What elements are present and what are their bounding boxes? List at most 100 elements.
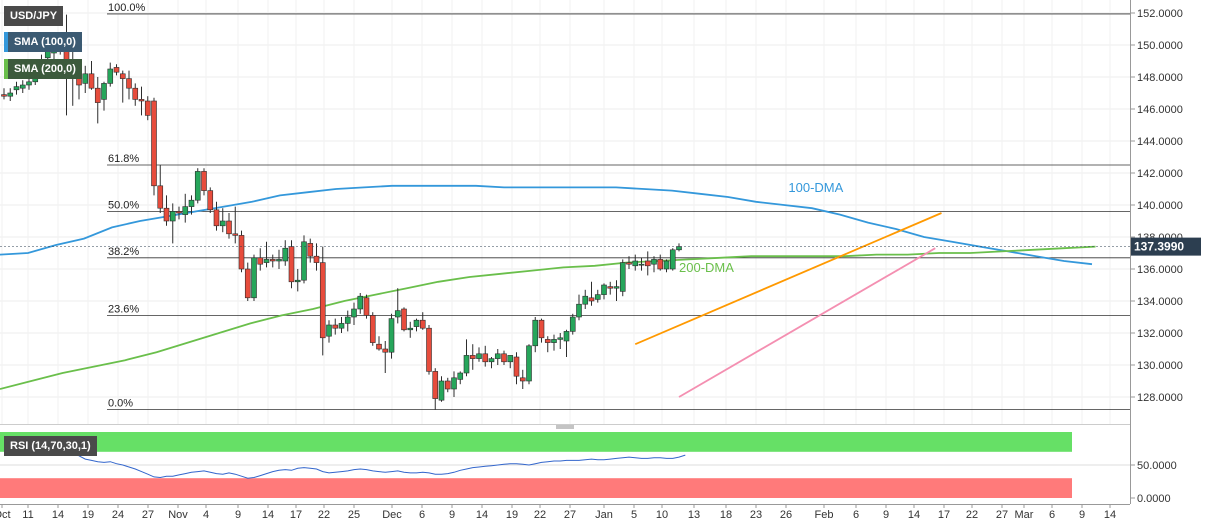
candle-body <box>388 318 395 353</box>
candle-body <box>676 246 682 251</box>
price-tick-label: 132.0000 <box>1137 328 1183 340</box>
candle-body <box>494 353 501 359</box>
candle-body <box>201 171 207 191</box>
price-grid <box>0 0 1130 424</box>
time-tick-label: 9 <box>1079 509 1085 521</box>
rsi-tick-label: 0.0000 <box>1137 493 1171 505</box>
candle-body <box>26 81 32 86</box>
candle-body <box>132 87 139 100</box>
candle-body <box>276 259 282 262</box>
time-tick-label: Oct <box>0 509 11 521</box>
candle-body <box>432 371 439 399</box>
candle-body <box>294 279 301 283</box>
time-tick-label: 17 <box>938 509 950 521</box>
candle-body <box>13 86 20 91</box>
candle-body <box>344 316 351 324</box>
legend-symbol-label: USD/JPY <box>10 10 58 22</box>
candle-body <box>94 87 101 103</box>
price-axis[interactable]: 152.0000 150.0000 148.0000 146.0000 144.0000… <box>0 8 1201 404</box>
candle-body <box>619 262 626 292</box>
candle-body <box>507 355 514 363</box>
ma-annotation: 100-DMA <box>788 180 843 195</box>
candle-body <box>401 308 407 331</box>
fib-level-label: 61.8% <box>108 153 139 165</box>
candle-body <box>669 249 676 270</box>
candle-body <box>232 233 239 236</box>
candle-body <box>301 241 307 281</box>
time-tick-label: Dec <box>382 509 402 521</box>
time-tick-label: 24 <box>112 509 124 521</box>
legend-sma100[interactable]: SMA (100,0) <box>4 32 82 52</box>
candle-body <box>588 297 595 302</box>
candle-body <box>663 260 670 270</box>
price-panel-bg <box>0 0 1130 424</box>
price-tick-label: 142.0000 <box>1137 168 1183 180</box>
candle-body <box>101 83 107 100</box>
time-tick-label: 27 <box>564 509 576 521</box>
candle-body <box>219 220 226 227</box>
candle-body <box>482 353 489 363</box>
panel-resize-handle[interactable] <box>556 425 574 429</box>
candle-body <box>257 257 264 265</box>
sma200-line <box>0 245 1096 390</box>
candle-body <box>557 337 564 340</box>
candle-body <box>382 348 389 353</box>
candle-body <box>269 259 276 262</box>
candle-body <box>338 323 345 329</box>
fib-level-label: 0.0% <box>108 397 133 409</box>
candle-body <box>594 294 601 300</box>
candle-body <box>213 209 220 227</box>
price-tick-label: 152.0000 <box>1137 8 1183 20</box>
candle-body <box>538 319 545 339</box>
candle-body <box>238 235 245 270</box>
legend-rsi-label: RSI (14,70,30,1) <box>10 440 91 452</box>
time-tick-label: 14 <box>262 509 274 521</box>
candle-body <box>463 355 470 374</box>
price-tick-label: 136.0000 <box>1137 264 1183 276</box>
legend-rsi[interactable]: RSI (14,70,30,1) <box>4 436 97 456</box>
candle-body <box>544 339 551 343</box>
fib-level-label: 50.0% <box>108 199 139 211</box>
candle-body <box>126 78 132 89</box>
price-tick-label: 130.0000 <box>1137 360 1183 372</box>
candle-body <box>451 377 457 390</box>
legend-sma200[interactable]: SMA (200,0) <box>4 59 82 79</box>
time-tick-label: 26 <box>780 509 792 521</box>
candle-body <box>582 295 589 305</box>
candle-body <box>426 327 432 372</box>
time-tick-label: 13 <box>688 509 700 521</box>
candles <box>1 14 682 410</box>
candle-body <box>626 262 632 265</box>
time-tick-label: Nov <box>168 509 188 521</box>
candle-body <box>357 295 364 310</box>
candle-body <box>282 247 289 262</box>
time-tick-label: 14 <box>52 509 64 521</box>
candle-body <box>226 220 232 235</box>
trendlines <box>634 212 942 398</box>
candle-body <box>326 324 332 337</box>
candle-body <box>194 171 201 201</box>
legend-symbol[interactable]: USD/JPY <box>4 6 64 26</box>
time-axis[interactable]: Oct 11 14 19 24 27 Nov 4 9 14 17 22 25 Dec 6 9 14 19 22 27 J… <box>0 504 1130 521</box>
candle-body <box>107 68 114 84</box>
time-tick-label: 22 <box>318 509 330 521</box>
legend-sma100-label: SMA (100,0) <box>14 36 76 48</box>
candle-body <box>551 339 557 343</box>
candle-body <box>376 343 382 350</box>
last-price-tag <box>1131 237 1201 256</box>
candle-body <box>438 380 445 401</box>
candle-body <box>332 324 339 329</box>
candle-body <box>363 297 370 316</box>
rsi-oversold-zone <box>0 478 1072 498</box>
candle-body <box>394 310 401 318</box>
candle-body <box>88 73 95 89</box>
annotations: 100-DMA 200-DMA <box>679 180 844 275</box>
candle-body <box>19 84 26 89</box>
time-tick-label: 25 <box>348 509 360 521</box>
rsi-panel: 50.0000 0.0000 <box>0 432 1177 505</box>
candle-body <box>7 92 14 97</box>
candle-body <box>188 199 195 207</box>
candle-body <box>113 67 120 73</box>
candle-body <box>138 99 145 102</box>
